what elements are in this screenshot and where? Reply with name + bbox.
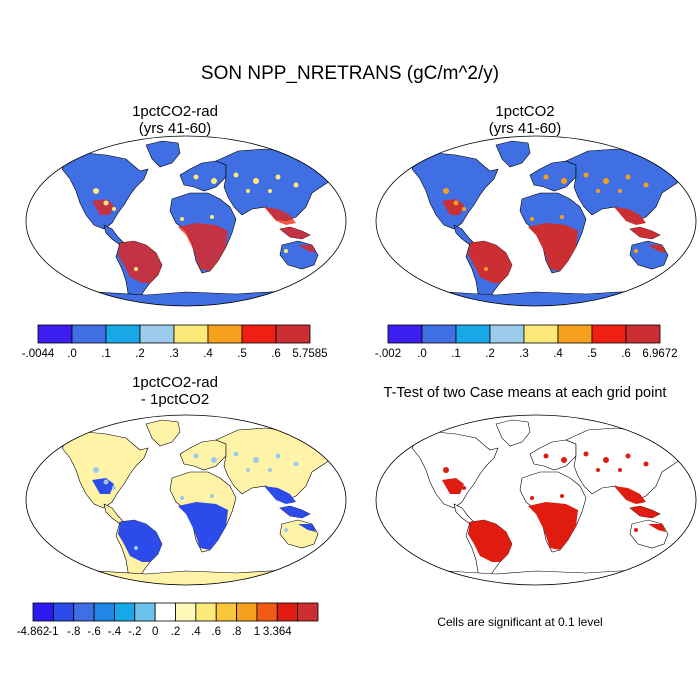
colorbar-swatch xyxy=(154,602,176,622)
colorbar-swatch xyxy=(93,602,115,622)
colorbar-swatch xyxy=(173,324,209,344)
colorbar-tick-label: 0 xyxy=(152,626,158,638)
colorbar-swatch xyxy=(297,602,319,622)
colorbar-swatch xyxy=(73,602,95,622)
colorbar-swatch xyxy=(557,324,593,344)
panel-title-difference: 1pctCO2-rad - 1pctCO2 xyxy=(35,374,315,408)
panel-title-line1: 1pctCO2-rad xyxy=(132,103,218,120)
colorbar-swatch xyxy=(114,602,136,622)
colorbar-tick-label: -.002 xyxy=(375,348,401,360)
colorbar-tick-label: .4 xyxy=(553,348,563,360)
panel-title-line2: (yrs 41-60) xyxy=(488,120,562,137)
colorbar-tick-label: -4.862 xyxy=(17,626,50,638)
colorbar-tick-label: .4 xyxy=(203,348,213,360)
panel-title-line2: (yrs 41-60) xyxy=(138,120,212,137)
colorbar-swatch xyxy=(105,324,141,344)
colorbar-1pctco2-rad: -.0044 .0 .1 .2 .3 .4 .5 .6 5.7585 xyxy=(22,324,328,360)
colorbar-swatch xyxy=(489,324,525,344)
colorbar-tick-label: .6 xyxy=(211,626,221,638)
colorbar-swatch xyxy=(52,602,75,622)
colorbar-swatch xyxy=(256,602,278,622)
map-panel-ttest xyxy=(375,414,697,586)
main-title: SON NPP_NRETRANS (gC/m^2/y) xyxy=(200,63,500,84)
map-panel-1pctco2-rad xyxy=(25,135,347,307)
colorbar-tick-label: .4 xyxy=(191,626,201,638)
colorbar-swatch xyxy=(387,324,423,344)
colorbar-swatch xyxy=(241,324,277,344)
colorbar-swatch xyxy=(207,324,243,344)
colorbar-swatch xyxy=(591,324,627,344)
colorbar-tick-label: .3 xyxy=(519,348,529,360)
colorbar-difference: -4.862-1 -.8 -.6 -.4 -.2 0 .2 .4 .6 .8 1 3.364 xyxy=(17,602,319,638)
colorbar-swatch xyxy=(455,324,491,344)
panel-title-line2: - 1pctCO2 xyxy=(140,391,210,408)
colorbar-tick-label: .8 xyxy=(232,626,242,638)
colorbar-swatch xyxy=(215,602,237,622)
colorbar-tick-label: -.8 xyxy=(67,626,80,638)
map-panel-difference xyxy=(25,414,347,586)
colorbar-swatch xyxy=(275,324,311,344)
panel-title-line1: 1pctCO2-rad xyxy=(132,374,218,391)
colorbar-swatch xyxy=(195,602,217,622)
colorbar-swatch xyxy=(236,602,258,622)
colorbar-tick-label: 6.9672 xyxy=(642,348,677,360)
colorbar-tick-label: .5 xyxy=(587,348,597,360)
colorbar-tick-label: .0 xyxy=(67,348,77,360)
colorbar-tick-label: .6 xyxy=(271,348,281,360)
colorbar-tick-label: -1 xyxy=(48,626,58,638)
colorbar-tick-label: .1 xyxy=(101,348,111,360)
colorbar-tick-label: 3.364 xyxy=(263,626,292,638)
colorbar-tick-label: .3 xyxy=(169,348,179,360)
colorbar-1pctco2: -.002 .0 .1 .2 .3 .4 .5 .6 6.9672 xyxy=(375,324,678,360)
colorbar-tick-label: 5.7585 xyxy=(292,348,327,360)
colorbar-tick-label: 1 xyxy=(254,626,260,638)
colorbar-swatch xyxy=(175,602,197,622)
significance-note: Cells are significant at 0.1 level xyxy=(437,615,603,629)
colorbar-swatch xyxy=(37,324,73,344)
colorbar-tick-label: -.4 xyxy=(108,626,122,638)
colorbar-swatch xyxy=(625,324,661,344)
colorbar-swatch xyxy=(523,324,559,344)
colorbar-swatch xyxy=(32,602,54,622)
colorbar-tick-label: -.6 xyxy=(87,626,100,638)
colorbar-tick-label: -.2 xyxy=(128,626,141,638)
colorbar-tick-label: .1 xyxy=(451,348,461,360)
colorbar-swatch xyxy=(71,324,107,344)
colorbar-tick-label: -.0044 xyxy=(22,348,55,360)
colorbar-swatch xyxy=(421,324,457,344)
panel-title-line1: T-Test of two Case means at each grid po… xyxy=(383,385,667,401)
colorbar-tick-label: .2 xyxy=(135,348,145,360)
colorbar-swatch xyxy=(276,602,299,622)
panel-title-1pctco2: 1pctCO2 (yrs 41-60) xyxy=(385,103,665,137)
map-panel-1pctco2 xyxy=(375,135,697,307)
colorbar-swatch xyxy=(139,324,175,344)
colorbar-tick-label: .6 xyxy=(621,348,631,360)
colorbar-tick-label: .2 xyxy=(171,626,181,638)
colorbar-swatch xyxy=(134,602,156,622)
colorbar-tick-label: .0 xyxy=(417,348,427,360)
colorbar-tick-label: .5 xyxy=(237,348,247,360)
panel-title-1pctco2-rad: 1pctCO2-rad (yrs 41-60) xyxy=(35,103,315,137)
colorbar-tick-label: .2 xyxy=(485,348,495,360)
panel-title-line1: 1pctCO2 xyxy=(495,103,555,120)
panel-title-ttest: T-Test of two Case means at each grid po… xyxy=(340,385,700,402)
